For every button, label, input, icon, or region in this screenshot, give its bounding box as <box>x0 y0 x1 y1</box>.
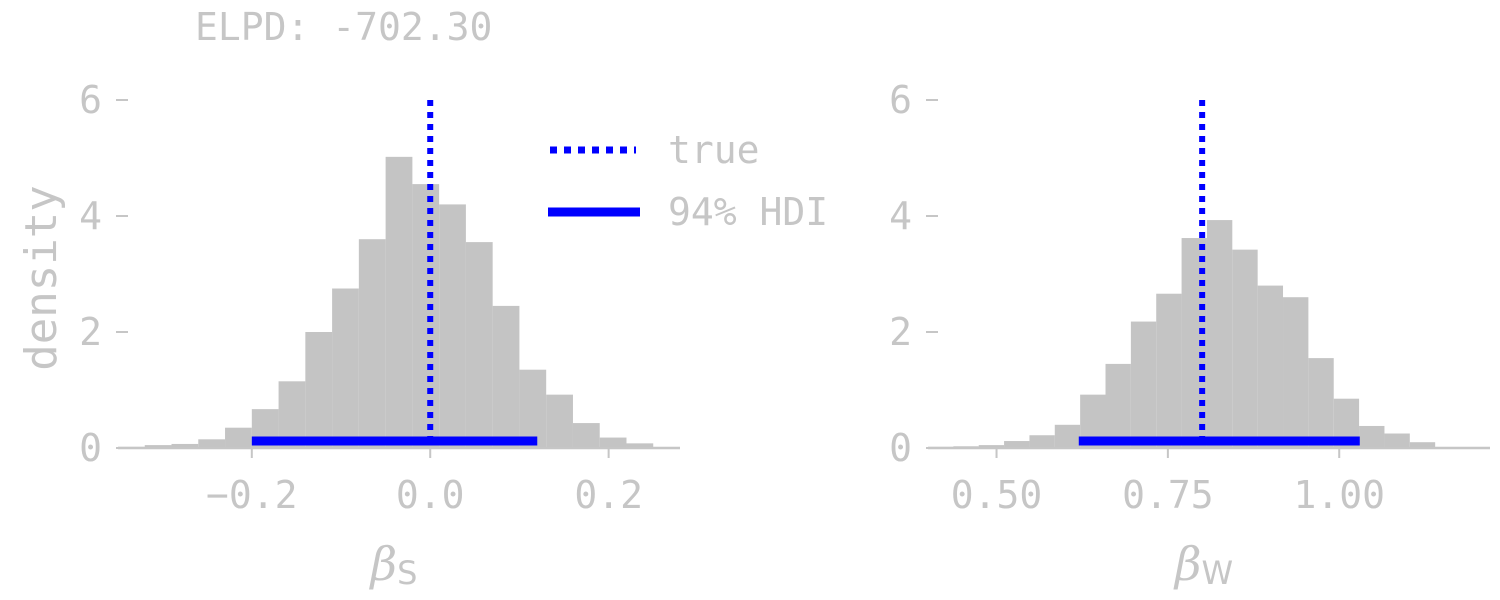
chart-subtitle: ELPD: -702.30 <box>195 5 492 49</box>
histogram-bar <box>332 288 359 448</box>
y-tick-label: 2 <box>79 310 102 354</box>
histogram-bar <box>225 427 252 448</box>
y-tick-label: 4 <box>79 194 102 238</box>
histogram-bar <box>171 443 199 448</box>
panel-2: 0.50 0.75 1.00 0 2 4 6 βW <box>889 78 1490 592</box>
histogram-bar <box>144 445 172 448</box>
y-tick-label: 6 <box>889 78 912 122</box>
x-tick-label: 0.2 <box>574 473 643 517</box>
panel-1: −0.2 0.0 0.2 0 2 4 6 βS <box>79 78 680 592</box>
histogram-bar <box>1232 249 1258 448</box>
histogram-bar <box>1029 435 1055 448</box>
histogram-bar <box>465 242 493 448</box>
y-tick-label: 6 <box>79 78 102 122</box>
histogram-bar <box>358 239 386 448</box>
histogram-bar <box>1054 424 1081 448</box>
legend-hdi-label: 94% HDI <box>668 190 828 234</box>
legend-true-label: true <box>668 128 760 172</box>
histogram-bar <box>1004 441 1030 448</box>
histogram-bars <box>118 156 654 448</box>
y-tick-label: 2 <box>889 310 912 354</box>
histogram-bars <box>928 220 1436 448</box>
x-axis-label: βS <box>369 537 418 592</box>
histogram-bar <box>439 204 466 448</box>
histogram-bar <box>198 439 226 448</box>
histogram-bar <box>305 332 333 448</box>
x-axis-label: βW <box>1173 537 1233 592</box>
chart-panels: −0.2 0.0 0.2 0 2 4 6 βS 0.50 0.75 1.00 0 2 4 6 βW <box>79 78 1490 592</box>
x-tick-label: 0.50 <box>951 473 1043 517</box>
histogram-bar <box>626 443 654 448</box>
histogram-bar <box>1409 442 1436 448</box>
histogram-bar <box>1283 297 1309 448</box>
histogram-bar <box>385 156 413 448</box>
x-tick-label: −0.2 <box>206 473 298 517</box>
histogram-bar <box>1384 433 1410 448</box>
histogram-bar <box>572 423 600 448</box>
y-axis-label: density <box>16 185 67 370</box>
histogram-bar <box>519 369 547 448</box>
histogram-bar <box>492 305 520 448</box>
y-tick-label: 0 <box>889 426 912 470</box>
histogram-bar <box>1105 363 1131 448</box>
histogram-bar <box>1359 425 1385 448</box>
histogram-bar <box>1206 220 1233 448</box>
x-tick-label: 1.00 <box>1293 473 1385 517</box>
y-tick-label: 0 <box>79 426 102 470</box>
histogram-bar <box>412 184 440 448</box>
x-tick-label: 0.75 <box>1122 473 1214 517</box>
legend: true 94% HDI <box>548 128 828 234</box>
histogram-bar <box>1130 321 1157 448</box>
histogram-bar <box>599 437 627 448</box>
y-tick-label: 4 <box>889 194 912 238</box>
histogram-bar <box>1257 285 1284 448</box>
x-tick-label: 0.0 <box>396 473 465 517</box>
histogram-bar <box>546 394 573 448</box>
histogram-bar <box>1308 358 1334 448</box>
histogram-bar <box>1156 293 1182 448</box>
histogram-bar <box>978 445 1005 448</box>
